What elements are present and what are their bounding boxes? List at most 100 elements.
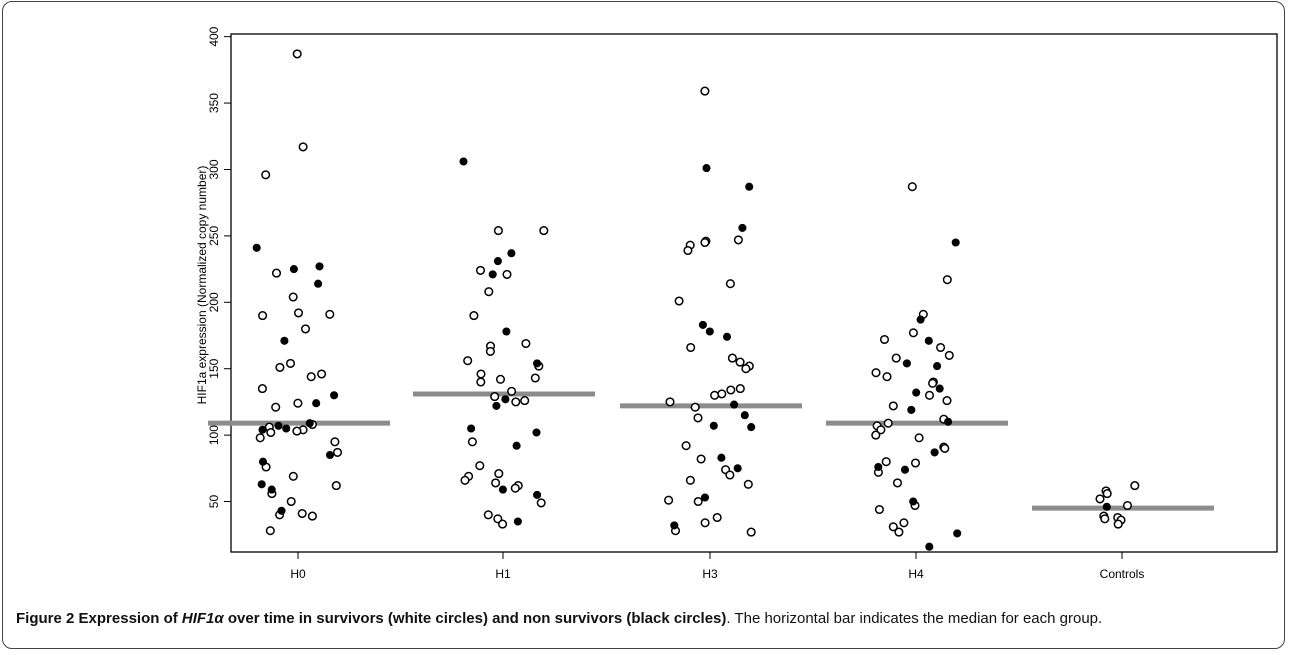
- point-non-survivor: [280, 336, 289, 345]
- point-non-survivor: [459, 157, 468, 166]
- point-survivor: [330, 437, 340, 447]
- point-non-survivor: [738, 223, 747, 232]
- point-survivor: [681, 441, 691, 451]
- point-survivor: [683, 245, 693, 256]
- point-survivor: [271, 402, 281, 412]
- point-non-survivor: [900, 465, 910, 474]
- point-survivor: [275, 362, 285, 372]
- x-tick-label-h1: H1: [495, 567, 511, 581]
- caption-body: . The horizontal bar indicates the media…: [726, 610, 1103, 627]
- point-survivor: [710, 390, 720, 400]
- point-survivor: [735, 384, 745, 394]
- point-survivor: [332, 447, 343, 457]
- point-survivor: [476, 377, 486, 387]
- point-survivor: [914, 433, 924, 443]
- point-survivor: [907, 182, 917, 192]
- point-non-survivor: [257, 480, 266, 489]
- point-survivor: [924, 390, 935, 400]
- point-survivor: [874, 504, 884, 515]
- point-survivor: [510, 483, 520, 493]
- caption-figure-label: Figure 2: [16, 610, 75, 627]
- point-survivor: [928, 378, 938, 388]
- point-survivor: [460, 475, 470, 485]
- x-tick-label-h4: H4: [908, 567, 924, 581]
- point-survivor: [306, 372, 316, 382]
- point-survivor: [507, 386, 517, 396]
- point-non-survivor: [909, 497, 918, 506]
- point-non-survivor: [493, 257, 502, 266]
- point-non-survivor: [533, 359, 542, 368]
- x-tick-label-h3: H3: [702, 567, 718, 581]
- point-survivor: [871, 430, 881, 440]
- point-non-survivor: [930, 448, 939, 457]
- point-non-survivor: [944, 417, 953, 426]
- point-survivor: [476, 369, 486, 379]
- point-survivor: [942, 275, 952, 285]
- point-non-survivor: [874, 462, 883, 472]
- point-survivor: [485, 346, 495, 356]
- point-survivor: [888, 401, 898, 411]
- point-survivor: [881, 457, 891, 467]
- point-survivor: [700, 237, 710, 248]
- y-axis: 50 100 150 200 250 300 350 400: [207, 26, 231, 508]
- y-axis-label: HIF1a expression (Normalized copy number…: [195, 166, 209, 405]
- point-survivor: [1095, 494, 1105, 504]
- y-tick-label: 250: [207, 226, 221, 246]
- y-tick-label: 150: [207, 358, 221, 378]
- point-survivor: [297, 508, 307, 519]
- point-survivor: [727, 353, 737, 363]
- point-non-survivor: [912, 388, 921, 397]
- x-tick-label-h0: H0: [290, 567, 306, 581]
- point-non-survivor: [315, 262, 324, 271]
- point-non-survivor: [730, 400, 739, 409]
- point-survivor: [293, 308, 304, 318]
- point-survivor: [493, 226, 503, 236]
- point-non-survivor: [953, 529, 962, 538]
- point-non-survivor: [933, 362, 942, 371]
- point-non-survivor: [325, 450, 335, 460]
- point-survivor: [271, 268, 282, 278]
- point-survivor: [700, 86, 710, 96]
- point-survivor: [883, 418, 893, 428]
- point-non-survivor: [488, 270, 497, 279]
- point-survivor: [717, 389, 727, 399]
- point-survivor: [265, 526, 275, 536]
- point-non-survivor: [512, 441, 521, 450]
- point-non-survivor: [722, 332, 732, 341]
- point-survivor: [467, 437, 477, 447]
- point-survivor: [726, 385, 736, 395]
- point-survivor: [743, 479, 753, 489]
- point-survivor: [261, 170, 271, 180]
- point-survivor: [498, 519, 508, 529]
- y-tick-label: 100: [207, 425, 221, 445]
- caption-title-pre: Expression of: [78, 610, 182, 627]
- point-non-survivor: [745, 182, 754, 191]
- point-survivor: [674, 296, 684, 306]
- x-tick-label-controls: Controls: [1100, 567, 1145, 581]
- point-survivor: [317, 369, 327, 379]
- plot-area: [230, 33, 1278, 553]
- point-non-survivor: [747, 423, 756, 432]
- point-survivor: [536, 498, 546, 508]
- point-survivor: [288, 471, 298, 481]
- y-tick-label: 350: [207, 93, 221, 113]
- point-non-survivor: [258, 457, 268, 466]
- point-non-survivor: [924, 336, 933, 345]
- point-survivor: [735, 357, 745, 367]
- point-survivor: [1130, 481, 1140, 491]
- point-survivor: [871, 368, 881, 378]
- point-non-survivor: [507, 249, 516, 258]
- point-survivor: [502, 269, 512, 279]
- data-points: [252, 49, 1140, 551]
- point-survivor: [463, 356, 473, 366]
- point-non-survivor: [740, 411, 749, 420]
- point-non-survivor: [925, 542, 934, 551]
- figure-caption: Figure 2 Expression of HIF1α over time i…: [16, 608, 1268, 629]
- point-non-survivor: [916, 315, 925, 324]
- point-non-survivor: [467, 424, 476, 433]
- point-survivor: [325, 309, 335, 319]
- point-non-survivor: [700, 493, 710, 502]
- y-tick-label: 400: [207, 26, 221, 46]
- x-axis: H0 H1 H3 H4 Controls: [290, 552, 1144, 581]
- point-survivor: [693, 413, 703, 423]
